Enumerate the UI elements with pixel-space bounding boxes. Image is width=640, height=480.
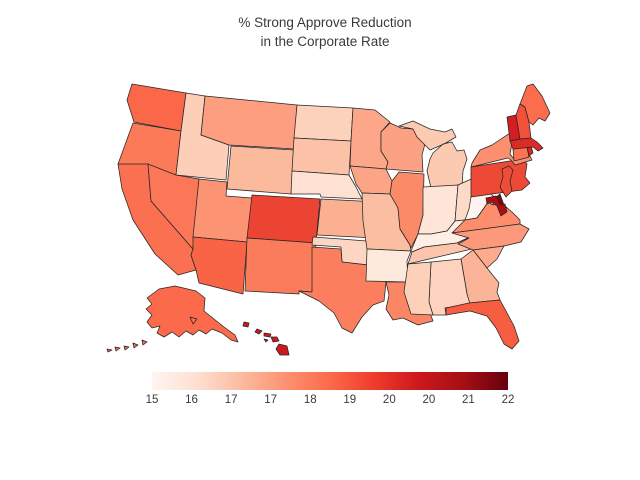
state-sd xyxy=(291,137,352,176)
state-az xyxy=(190,236,248,295)
state-co xyxy=(246,194,321,244)
colorbar-tick-label: 20 xyxy=(422,394,436,406)
colorbar-tick-label: 16 xyxy=(185,394,198,406)
state-nd xyxy=(293,104,354,142)
state-hi xyxy=(242,321,290,356)
colorbar-tick-label: 20 xyxy=(382,394,396,406)
state-mt xyxy=(200,95,298,150)
state-ms xyxy=(403,261,434,316)
state-wi xyxy=(380,122,426,173)
state-ne xyxy=(290,170,363,200)
state-me xyxy=(519,83,551,126)
colorbar-tick-label: 17 xyxy=(224,394,238,406)
colorbar-tick-label: 21 xyxy=(462,394,475,406)
state-ar xyxy=(365,248,412,283)
state-nj xyxy=(499,165,514,198)
state-tx xyxy=(298,246,387,334)
colorbar-tick-label: 17 xyxy=(264,394,278,406)
colorbar-tick-label: 18 xyxy=(303,394,317,406)
colorbar-tick-label: 15 xyxy=(145,394,159,406)
chart-title-line2: in the Corporate Rate xyxy=(260,34,390,49)
chart-title-line1: % Strong Approve Reduction xyxy=(238,15,412,30)
chart-title: % Strong Approve Reduction in the Corpor… xyxy=(10,13,640,51)
state-nm xyxy=(244,237,317,295)
colorbar-tick-label: 19 xyxy=(343,394,357,406)
colorbar-tick-labels: 15 16 17 17 18 19 20 20 21 22 xyxy=(146,394,515,410)
state-mi xyxy=(398,120,468,189)
state-fl xyxy=(445,299,520,350)
state-wa xyxy=(126,83,187,132)
colorbar-tick-label: 22 xyxy=(501,394,515,406)
state-md xyxy=(485,195,508,217)
state-wy xyxy=(226,145,295,195)
state-ak xyxy=(106,285,239,353)
colorbar-gradient xyxy=(152,372,508,390)
